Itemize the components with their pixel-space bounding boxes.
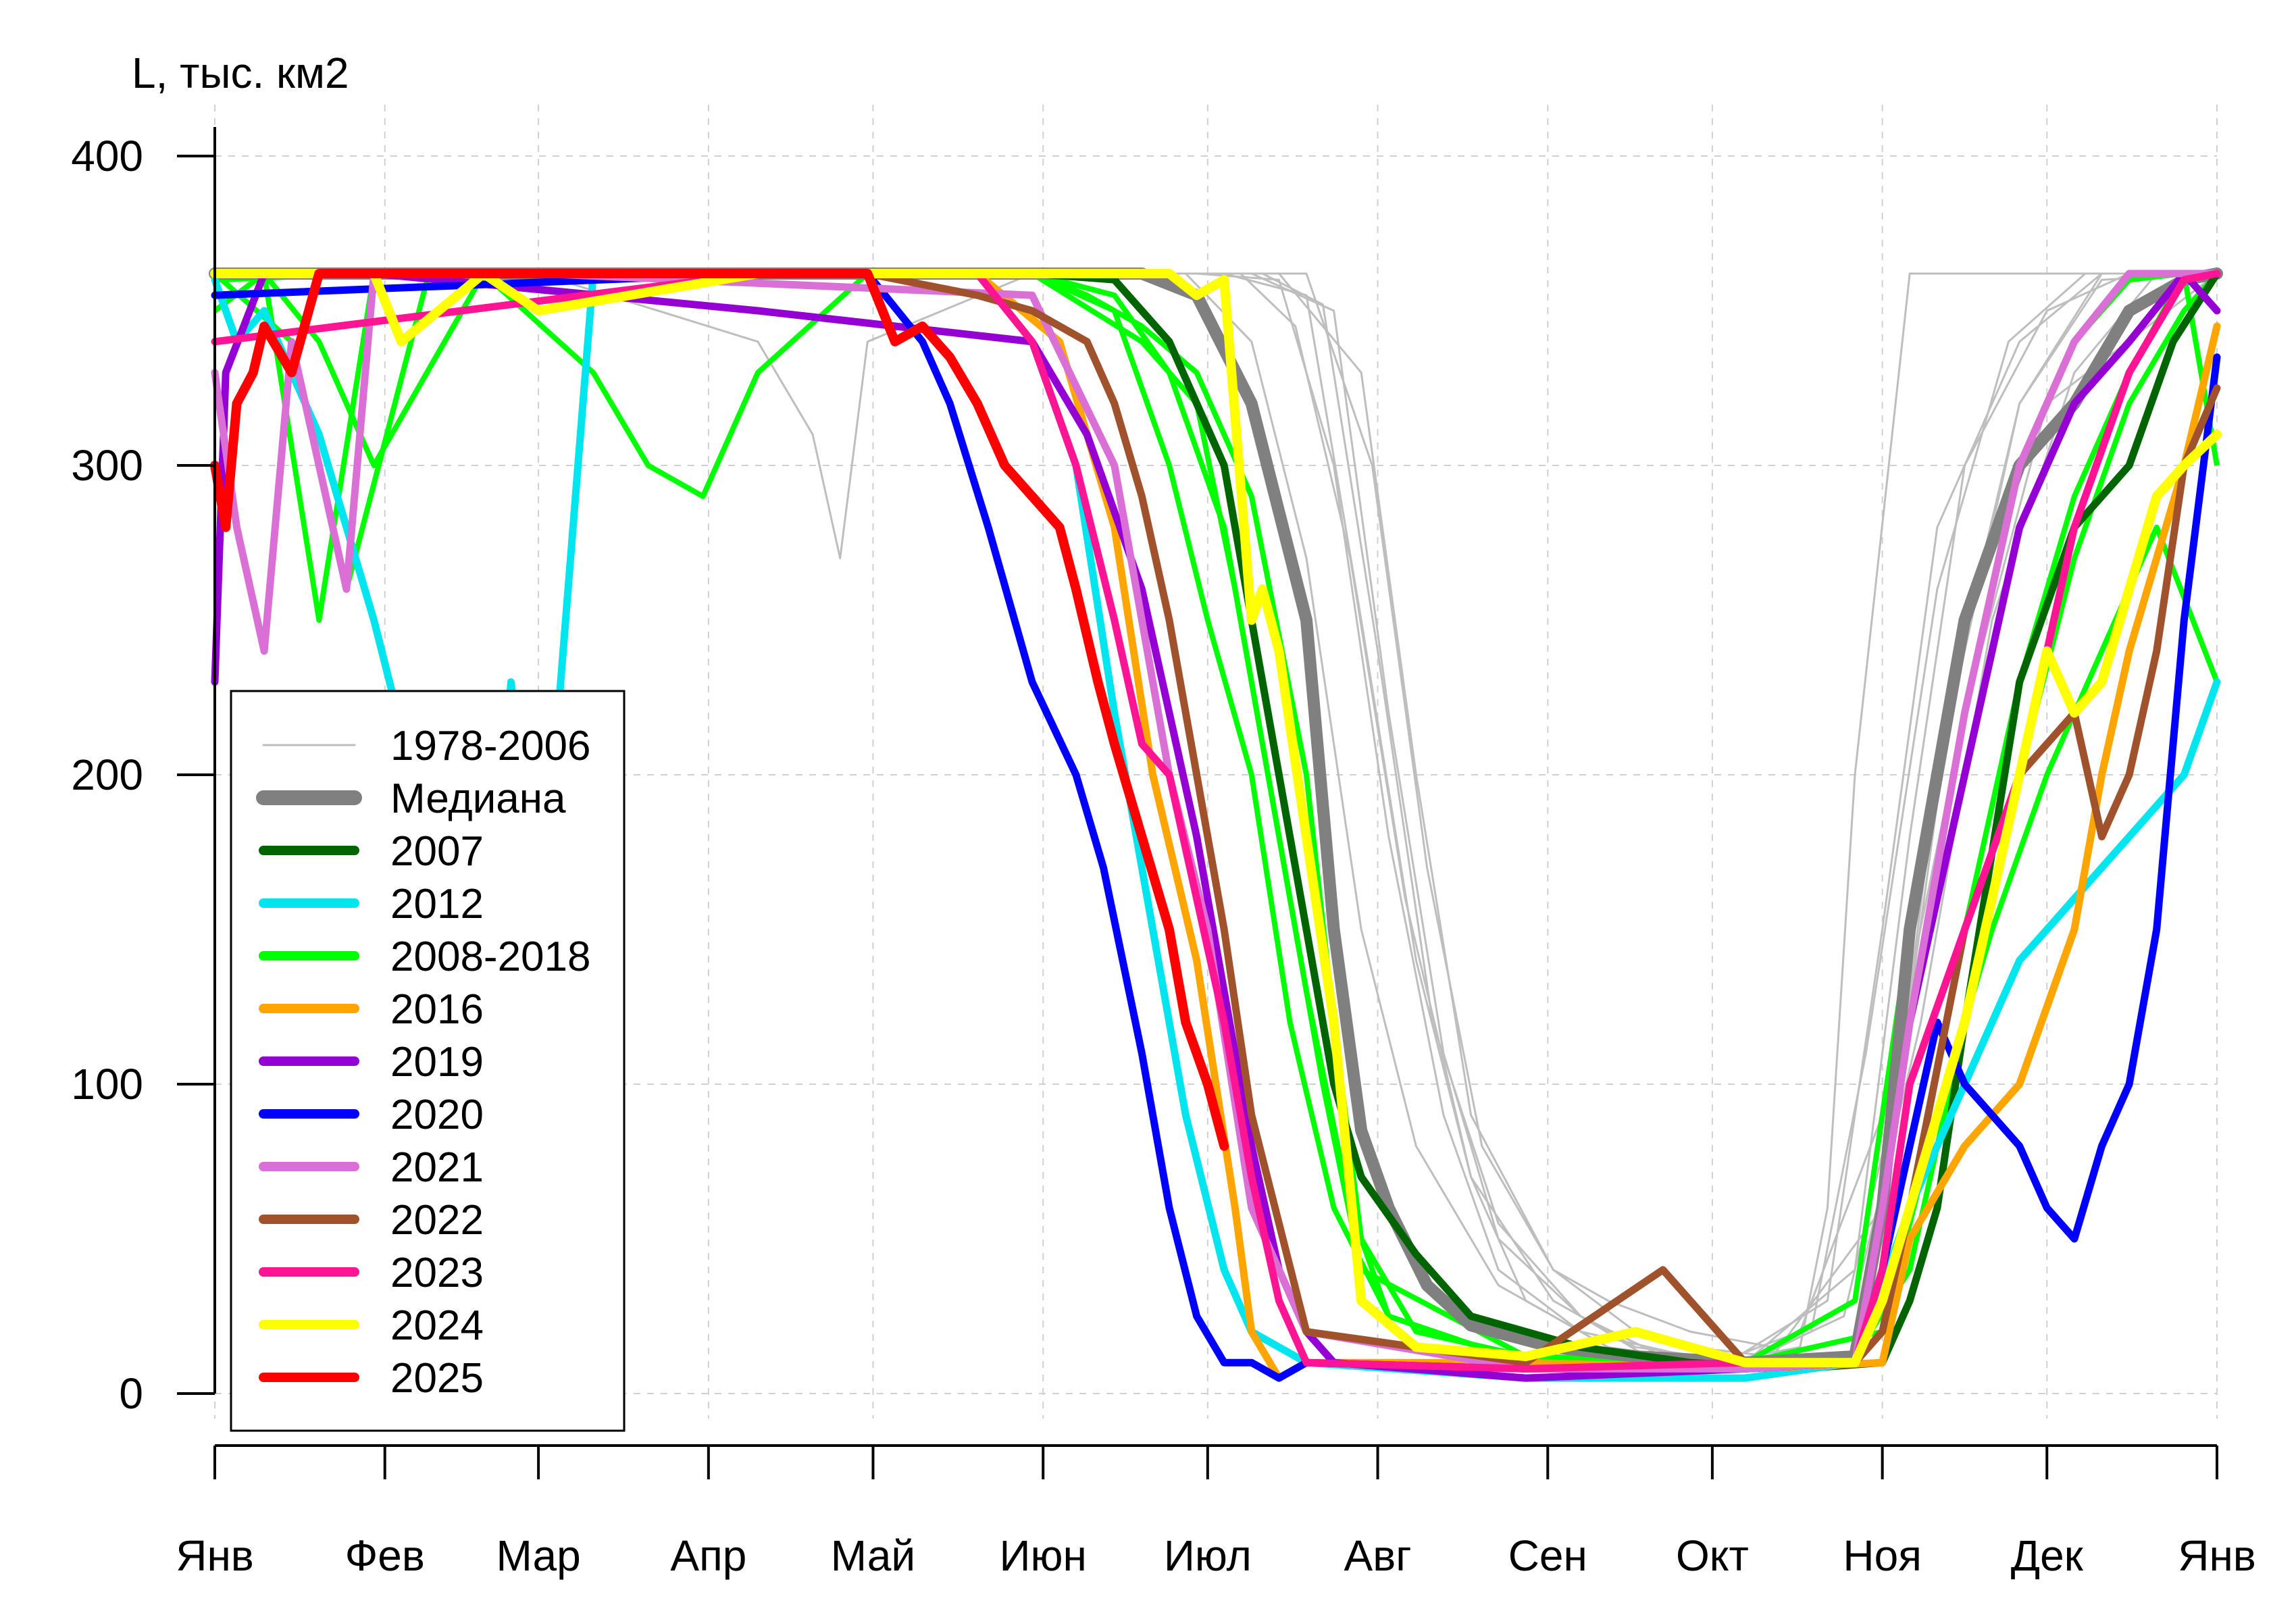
series-line-2022 — [211, 270, 2221, 1367]
x-tick-label: Янв — [2178, 1531, 2256, 1580]
x-tick-label: Мар — [496, 1531, 581, 1580]
y-tick-label: 400 — [71, 132, 143, 180]
y-ticks: 0 100 200 300 400 — [71, 132, 215, 1418]
series-line-1978-2006 — [215, 272, 2218, 1364]
x-tick-label: Июл — [1164, 1531, 1252, 1580]
x-ticks: Янв Фев Мар Апр Май Июн Июл Авг Сен Окт Ноя Дек Янв — [176, 1446, 2256, 1580]
x-tick-label: Май — [831, 1531, 915, 1580]
legend-label-2021: 2021 — [390, 1144, 484, 1191]
y-axis-label: L, тыс. км2 — [132, 49, 349, 97]
legend-label-2012: 2012 — [390, 881, 484, 927]
series-line-2021 — [211, 270, 2221, 1373]
historical-lines-1978-2006 — [215, 272, 2218, 1370]
legend-label-2020: 2020 — [390, 1092, 484, 1138]
x-tick-label: Авг — [1344, 1531, 1412, 1580]
x-tick-label: Ноя — [1843, 1531, 1921, 1580]
series-line-2025 — [210, 269, 1229, 1151]
x-tick-label: Фев — [345, 1531, 425, 1580]
x-tick-label: Апр — [670, 1531, 746, 1580]
series-line-2008-2018 — [214, 271, 2217, 1372]
legend-label-2024: 2024 — [390, 1302, 484, 1349]
legend-label-Медиана: Медиана — [390, 775, 566, 822]
highlighted-series-lines — [209, 267, 2223, 1382]
legend-label-2019: 2019 — [390, 1039, 484, 1086]
x-tick-label: Окт — [1676, 1531, 1749, 1580]
y-tick-label: 0 — [119, 1369, 143, 1418]
legend-label-2016: 2016 — [390, 986, 484, 1033]
y-tick-label: 200 — [71, 750, 143, 799]
legend-label-2022: 2022 — [390, 1197, 484, 1244]
legend-label-2025: 2025 — [390, 1355, 484, 1402]
legend-label-1978-2006: 1978-2006 — [390, 723, 591, 769]
legend: 1978-2006 Медиана 2007 2012 2008-2018 2016 201… — [230, 690, 626, 1432]
x-tick-label: Дек — [2011, 1531, 2084, 1580]
y-tick-label: 300 — [71, 441, 143, 490]
x-tick-label: Июн — [1000, 1531, 1087, 1580]
legend-label-2008-2018: 2008-2018 — [390, 934, 591, 980]
x-tick-label: Сен — [1508, 1531, 1587, 1580]
y-tick-label: 100 — [71, 1060, 143, 1108]
series-line-1978-2006 — [215, 272, 2218, 1364]
x-tick-label: Янв — [176, 1531, 254, 1580]
legend-label-2023: 2023 — [390, 1250, 484, 1296]
series-line-1978-2006 — [215, 272, 2217, 1348]
legend-label-2007: 2007 — [390, 828, 484, 875]
